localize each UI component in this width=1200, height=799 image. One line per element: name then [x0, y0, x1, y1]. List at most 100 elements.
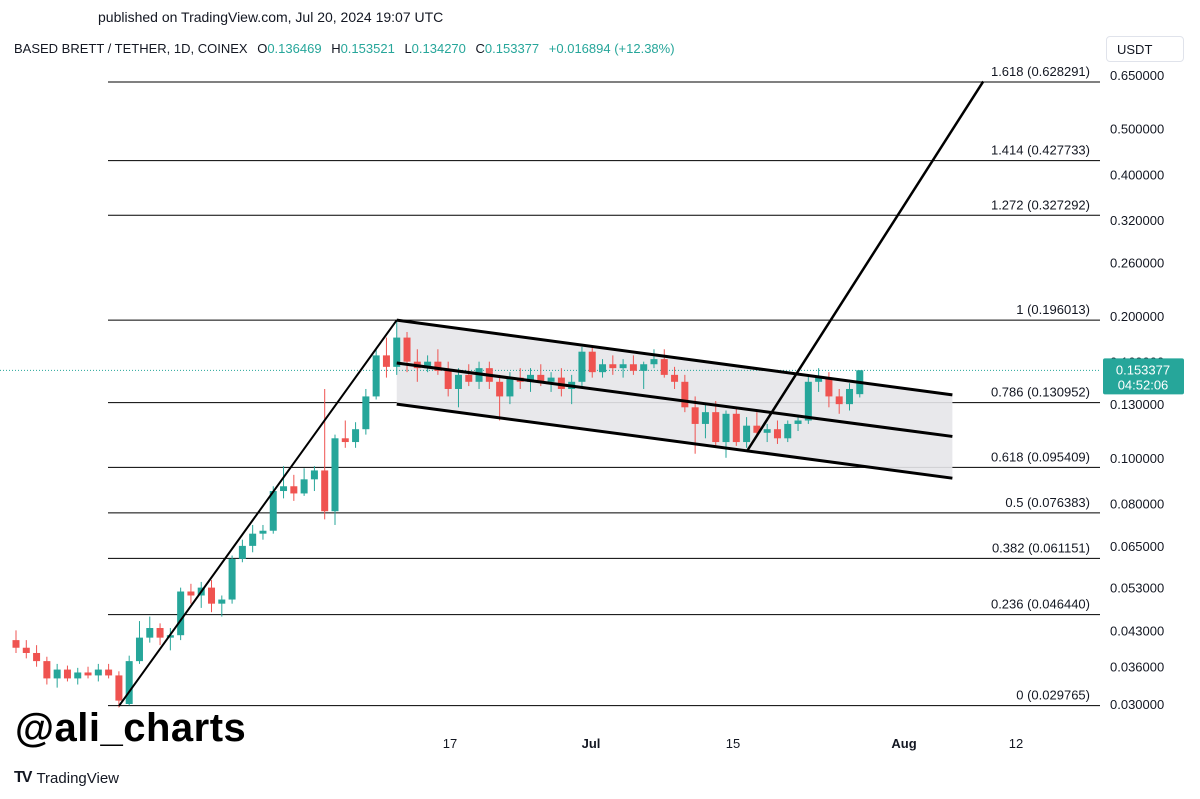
- candle[interactable]: [815, 368, 823, 392]
- candle[interactable]: [660, 349, 668, 378]
- candle[interactable]: [578, 346, 586, 387]
- candle[interactable]: [629, 355, 637, 375]
- y-tick-label: 0.043000: [1110, 623, 1164, 638]
- y-tick-label: 0.100000: [1110, 451, 1164, 466]
- candle[interactable]: [105, 663, 113, 679]
- candle[interactable]: [681, 374, 689, 413]
- candle[interactable]: [228, 555, 236, 604]
- candle[interactable]: [187, 583, 195, 604]
- channel-upper-line: [396, 318, 953, 397]
- candle[interactable]: [701, 404, 709, 439]
- y-tick-label: 0.030000: [1110, 697, 1164, 712]
- candle[interactable]: [259, 524, 267, 540]
- candle[interactable]: [238, 539, 246, 563]
- candle[interactable]: [94, 663, 102, 682]
- last-price-label: 0.153377: [1116, 362, 1170, 377]
- fib-level-label: 1.272 (0.327292): [991, 197, 1090, 212]
- y-tick-label: 0.650000: [1110, 68, 1164, 83]
- candle[interactable]: [290, 474, 298, 501]
- candle[interactable]: [609, 355, 617, 375]
- open-label: O: [257, 41, 268, 56]
- high-value: 0.153521: [340, 41, 395, 56]
- candle[interactable]: [362, 388, 370, 435]
- fib-level-label: 0.382 (0.061151): [992, 540, 1090, 555]
- change-value: +0.016894 (+12.38%): [548, 41, 675, 56]
- candle[interactable]: [218, 595, 226, 617]
- candle[interactable]: [722, 410, 730, 458]
- candle[interactable]: [74, 667, 82, 685]
- candle[interactable]: [208, 580, 216, 613]
- y-tick-label: 0.130000: [1110, 397, 1164, 412]
- candle[interactable]: [33, 645, 41, 667]
- candle[interactable]: [115, 671, 123, 708]
- countdown-label: 04:52:06: [1118, 377, 1169, 392]
- candle[interactable]: [732, 407, 740, 446]
- high-label: H: [331, 41, 341, 56]
- y-tick-label: 0.260000: [1110, 255, 1164, 270]
- candle[interactable]: [84, 666, 92, 679]
- candle[interactable]: [280, 466, 288, 499]
- candle[interactable]: [125, 655, 133, 706]
- published-info: published on TradingView.com, Jul 20, 20…: [98, 9, 444, 25]
- candle[interactable]: [249, 524, 257, 553]
- candle[interactable]: [352, 422, 360, 448]
- currency-selector[interactable]: USDT: [1106, 36, 1184, 62]
- candle[interactable]: [393, 320, 401, 375]
- x-tick-label: 12: [1009, 736, 1023, 751]
- candle[interactable]: [434, 349, 442, 375]
- candle[interactable]: [331, 434, 339, 525]
- candle[interactable]: [753, 412, 761, 435]
- candle[interactable]: [382, 337, 390, 378]
- candle[interactable]: [310, 466, 318, 492]
- candle[interactable]: [454, 368, 462, 408]
- candle[interactable]: [804, 374, 812, 424]
- candle[interactable]: [794, 417, 802, 431]
- candle[interactable]: [372, 349, 380, 400]
- candle[interactable]: [619, 359, 627, 378]
- candle[interactable]: [712, 401, 720, 446]
- candle[interactable]: [784, 420, 792, 443]
- candle[interactable]: [177, 587, 185, 641]
- y-tick-label: 0.080000: [1110, 496, 1164, 511]
- candle[interactable]: [53, 663, 61, 688]
- candle[interactable]: [640, 361, 648, 389]
- x-tick-label: Jul: [582, 736, 601, 751]
- candle[interactable]: [773, 420, 781, 444]
- breakout-projection-line: [745, 80, 985, 453]
- candle[interactable]: [444, 361, 452, 397]
- symbol-name[interactable]: BASED BRETT / TETHER, 1D, COINEX: [14, 41, 248, 56]
- candle[interactable]: [743, 417, 751, 448]
- candle[interactable]: [599, 359, 607, 378]
- low-value: 0.134270: [411, 41, 466, 56]
- candle[interactable]: [424, 355, 432, 373]
- low-label: L: [404, 41, 412, 56]
- candle[interactable]: [269, 486, 277, 534]
- candle[interactable]: [835, 388, 843, 414]
- candle[interactable]: [300, 468, 308, 496]
- brand-name: TradingView: [36, 769, 119, 787]
- candle[interactable]: [845, 383, 853, 411]
- fib-level-label: 0.618 (0.095409): [991, 449, 1090, 464]
- candle[interactable]: [341, 420, 349, 448]
- tradingview-brand[interactable]: TV TradingView: [14, 769, 119, 787]
- candle[interactable]: [43, 656, 51, 685]
- candle[interactable]: [321, 388, 329, 520]
- candle[interactable]: [166, 628, 174, 651]
- fib-level-label: 1 (0.196013): [1016, 302, 1090, 317]
- candle[interactable]: [588, 346, 596, 378]
- y-tick-label: 0.065000: [1110, 539, 1164, 554]
- candle[interactable]: [12, 630, 20, 653]
- candle[interactable]: [146, 616, 154, 643]
- candle[interactable]: [465, 364, 473, 387]
- candle[interactable]: [156, 623, 164, 646]
- candle[interactable]: [22, 640, 30, 659]
- y-tick-label: 0.400000: [1110, 167, 1164, 182]
- candle[interactable]: [763, 423, 771, 443]
- candle[interactable]: [671, 366, 679, 389]
- x-tick-label: 17: [443, 736, 457, 751]
- candle[interactable]: [135, 621, 143, 664]
- candle[interactable]: [650, 349, 658, 369]
- candle[interactable]: [63, 665, 71, 682]
- candle[interactable]: [496, 374, 504, 421]
